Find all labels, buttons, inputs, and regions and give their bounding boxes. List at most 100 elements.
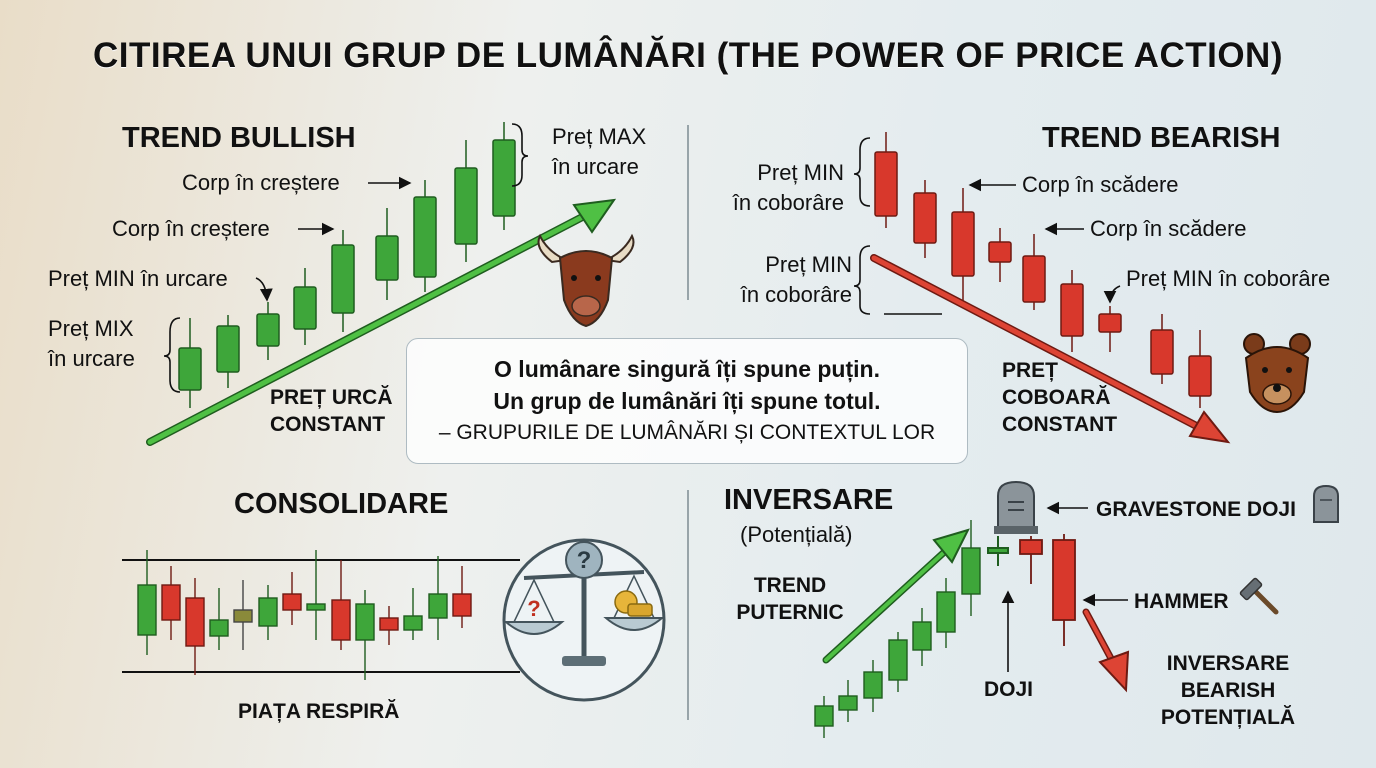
consolidation-caption: PIAȚA RESPIRĂ xyxy=(238,700,400,723)
candle xyxy=(988,241,1012,263)
bullish-trend-text: PREȚ URCĂ CONSTANT xyxy=(270,384,393,438)
candle xyxy=(293,286,317,330)
candle xyxy=(936,591,956,633)
consolidation-range-lines xyxy=(122,559,520,673)
balance-scale-icon: ? ? xyxy=(502,538,666,702)
strong-trend-label-line-1: TREND xyxy=(753,574,827,597)
candle xyxy=(863,671,883,699)
candle xyxy=(256,313,280,347)
gravestone-icon xyxy=(994,480,1038,534)
candle xyxy=(185,597,205,647)
candle xyxy=(375,235,399,281)
reversal-result-label: INVERSARE BEARISH POTENȚIALĂ xyxy=(1150,650,1306,731)
hammer-label: HAMMER xyxy=(1134,590,1229,613)
reversal-trend-arrow xyxy=(822,528,970,664)
bearish-trend-text: PREȚ COBOARĂ CONSTANT xyxy=(1002,357,1117,438)
candle xyxy=(355,603,375,641)
bullish-body-up-label-1: Corp în creștere xyxy=(182,170,340,195)
candle xyxy=(1019,539,1043,555)
candle xyxy=(331,599,351,641)
reversal-result-line-3: POTENȚIALĂ xyxy=(1160,706,1296,729)
hammer-icon xyxy=(1239,577,1279,615)
reversal-down-arrow xyxy=(1082,608,1130,693)
candle xyxy=(961,547,981,595)
candle xyxy=(454,167,478,245)
doji-label: DOJI xyxy=(984,678,1034,701)
bullish-candles xyxy=(178,122,516,408)
candle xyxy=(1022,255,1046,303)
candle xyxy=(178,347,202,391)
reversal-uptrend-candles xyxy=(814,520,981,738)
candle xyxy=(913,192,937,244)
bullish-max-label-line-2: în urcare xyxy=(552,154,639,179)
bearish-min2-label-line-2: în coborâre xyxy=(740,282,852,307)
bearish-body-down-label-1: Corp în scădere xyxy=(1022,172,1179,197)
reversal-heading: INVERSARE xyxy=(724,484,894,516)
reversal-bearish-candle xyxy=(1052,534,1076,646)
candle xyxy=(1052,539,1076,621)
candle xyxy=(838,695,858,711)
bullish-mix-label-line-1: Preț MIX xyxy=(48,316,134,341)
bearish-trend-text-line-3: CONSTANT xyxy=(1002,413,1118,436)
bearish-body-down-label-2: Corp în scădere xyxy=(1090,216,1247,241)
candle xyxy=(403,615,423,631)
candle xyxy=(987,547,1009,554)
candle xyxy=(331,244,355,314)
candle xyxy=(282,593,302,611)
bearish-min2-label: Preț MIN în coborâre xyxy=(722,250,852,310)
candle xyxy=(428,593,448,619)
quote-line-1: O lumânare singură îți spune puțin. xyxy=(494,356,880,382)
candle xyxy=(452,593,472,617)
bull-head-icon xyxy=(537,233,635,328)
quote-line-2: Un grup de lumânări îți spune totul. xyxy=(493,388,881,414)
candle xyxy=(888,639,908,681)
candle xyxy=(1060,283,1084,337)
candle xyxy=(1098,313,1122,333)
candle xyxy=(814,705,834,727)
gravestone-small-icon xyxy=(1313,484,1339,523)
bear-head-icon xyxy=(1243,333,1311,414)
candle xyxy=(1150,329,1174,375)
bullish-mix-label-line-2: în urcare xyxy=(48,346,135,371)
reversal-subheading: (Potențială) xyxy=(740,522,853,547)
consolidation-candles xyxy=(137,550,472,680)
candle xyxy=(912,621,932,651)
bearish-trend-text-line-2: COBOARĂ xyxy=(1002,386,1111,409)
bullish-trend-arrow xyxy=(146,198,617,446)
candle xyxy=(233,609,253,623)
quote-box: O lumânare singură îți spune puțin. Un g… xyxy=(406,338,968,464)
candle xyxy=(161,584,181,621)
bullish-max-label-line-1: Preț MAX xyxy=(552,124,647,149)
strong-trend-label-line-2: PUTERNIC xyxy=(736,601,844,624)
reversal-result-line-2: BEARISH xyxy=(1180,679,1276,702)
bearish-min3-label: Preț MIN în coborâre xyxy=(1126,266,1331,291)
svg-text:?: ? xyxy=(577,547,592,574)
quote-line-3: – GRUPURILE DE LUMÂNĂRI ȘI CONTEXTUL LOR xyxy=(438,421,936,444)
candle xyxy=(216,325,240,373)
strong-trend-label: TREND PUTERNIC xyxy=(734,572,846,626)
reversal-result-line-1: INVERSARE xyxy=(1166,652,1290,675)
bearish-min2-label-line-1: Preț MIN xyxy=(765,252,852,277)
candle xyxy=(258,597,278,627)
bearish-trend-arrow xyxy=(870,254,1231,444)
candle xyxy=(413,196,437,278)
bearish-min-label-line-2: în coborâre xyxy=(732,190,844,215)
candle xyxy=(1188,355,1212,397)
candle xyxy=(137,584,157,636)
bearish-min-label-line-1: Preț MIN xyxy=(757,160,844,185)
bullish-heading: TREND BULLISH xyxy=(122,122,356,154)
bearish-min-label: Preț MIN în coborâre xyxy=(714,158,844,218)
candle xyxy=(379,617,399,631)
page-title: CITIREA UNUI GRUP DE LUMÂNĂRI (THE POWER… xyxy=(93,36,1283,75)
svg-text:?: ? xyxy=(527,596,540,621)
bullish-max-label: Preț MAX în urcare xyxy=(552,122,646,182)
candle xyxy=(306,603,326,611)
candle xyxy=(874,151,898,217)
candle xyxy=(209,619,229,637)
bullish-trend-text-line-2: CONSTANT xyxy=(270,413,386,436)
bearish-trend-text-line-1: PREȚ xyxy=(1002,359,1059,382)
bullish-trend-text-line-1: PREȚ URCĂ xyxy=(270,386,393,409)
candle xyxy=(951,211,975,277)
gravestone-doji-candle xyxy=(1019,536,1043,584)
